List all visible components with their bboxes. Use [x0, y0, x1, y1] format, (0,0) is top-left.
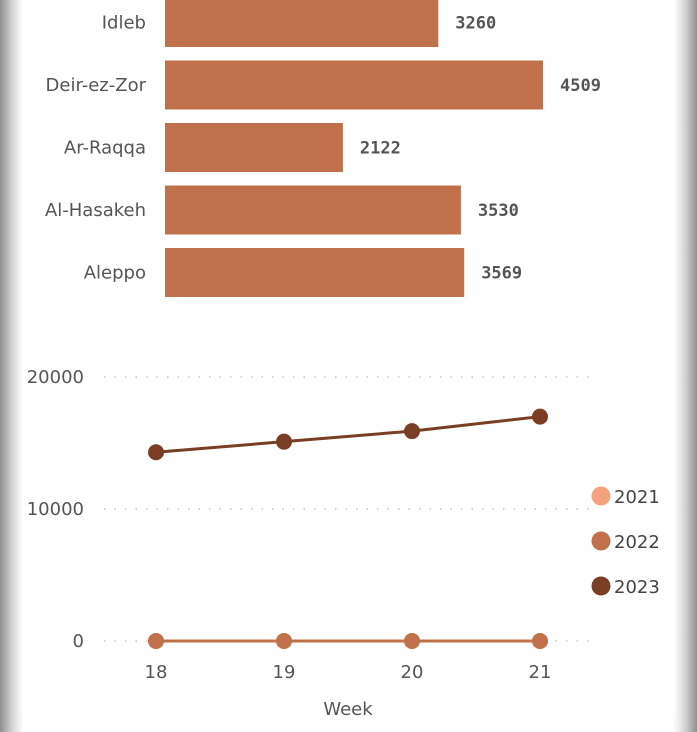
bar-chart: Idleb 3260 Deir-ez-Zor 4509 Ar-Raqqa 2122 Al-H… [45, 0, 601, 297]
legend-marker [591, 576, 611, 596]
chart-panel: Idleb 3260 Deir-ez-Zor 4509 Ar-Raqqa 2122 Al-H… [22, 0, 675, 718]
bar-category-label: Ar-Raqqa [64, 138, 146, 159]
data-point[interactable] [276, 633, 292, 649]
bar-value-label: 3530 [478, 201, 519, 221]
data-point[interactable] [532, 633, 548, 649]
x-tick-label: 18 [145, 662, 168, 683]
data-point[interactable] [148, 633, 164, 649]
bar-value-label: 3569 [481, 264, 522, 284]
bar-category-label: Aleppo [84, 263, 146, 284]
bar[interactable] [165, 185, 461, 235]
bar-category-label: Deir-ez-Zor [46, 75, 147, 96]
data-point[interactable] [148, 444, 164, 461]
legend-marker [591, 531, 611, 551]
chart-canvas: Idleb 3260 Deir-ez-Zor 4509 Ar-Raqqa 2122 Al-H… [27, 0, 660, 718]
bar-category-label: Al-Hasakeh [45, 200, 146, 221]
legend-marker [591, 486, 611, 506]
data-point[interactable] [404, 633, 420, 649]
bar[interactable] [165, 60, 543, 110]
x-tick-label: 20 [401, 662, 424, 683]
bar-value-label: 2122 [360, 139, 401, 159]
x-tick-label: 19 [273, 662, 296, 683]
bar-value-label: 4509 [560, 76, 601, 96]
y-tick-label: 10000 [27, 499, 84, 520]
bar[interactable] [165, 248, 465, 297]
bar-category-label: Idleb [102, 13, 146, 34]
bar[interactable] [165, 0, 439, 47]
series-line [155, 415, 541, 454]
data-point[interactable] [276, 433, 292, 450]
y-tick-label: 20000 [27, 367, 84, 388]
data-point[interactable] [532, 408, 548, 425]
x-tick-label: 21 [529, 662, 552, 683]
legend-label: 2023 [614, 577, 660, 598]
x-axis-title: Week [323, 699, 373, 718]
legend-label: 2022 [614, 532, 660, 553]
bar[interactable] [165, 123, 343, 172]
bar-value-label: 3260 [455, 14, 496, 34]
y-tick-label: 0 [73, 631, 84, 652]
data-point[interactable] [404, 423, 420, 440]
legend-label: 2021 [614, 487, 660, 508]
